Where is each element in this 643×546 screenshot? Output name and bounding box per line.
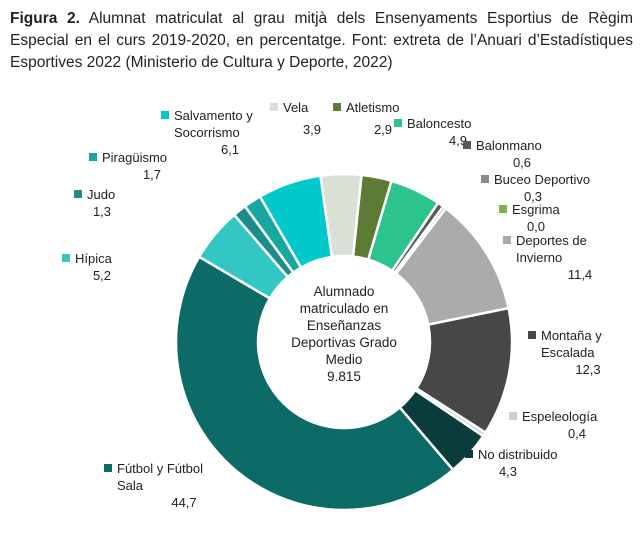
- slice-value-esgrima: 0,0: [527, 219, 545, 234]
- slice-value-judo: 1,3: [93, 204, 111, 219]
- slice-f-tbol-y-f-tbol-sala: [174, 255, 455, 512]
- slice-label-pirag-ismo: Piragüismo: [102, 150, 167, 165]
- figure-caption: Figura 2. Alumnat matriculat al grau mit…: [10, 8, 633, 74]
- legend-swatch-buceo-deportivo: [481, 175, 489, 183]
- legend-swatch-salvamento-y-socorrismo: [161, 111, 169, 119]
- caption-prefix: Figura 2.: [10, 10, 80, 27]
- slice-label-monta-a-y-escalada: Montaña y Escalada: [541, 328, 602, 360]
- slice-label-deportes-de-invierno: Deportes de Invierno: [516, 233, 587, 265]
- legend-swatch-vela: [270, 103, 278, 111]
- legend-swatch-h-pica: [62, 254, 70, 262]
- slice-value-f-tbol-y-f-tbol-sala: 44,7: [171, 495, 196, 510]
- slice-label-no-distribuido: No distribuido: [478, 447, 558, 462]
- legend-swatch-monta-a-y-escalada: [528, 331, 536, 339]
- legend-swatch-deportes-de-invierno: [503, 236, 511, 244]
- legend-swatch-atletismo: [333, 103, 341, 111]
- legend-swatch-pirag-ismo: [89, 153, 97, 161]
- slice-label-baloncesto: Baloncesto: [407, 116, 471, 131]
- center-label: Alumnado matriculado en Enseñanzas Deportiv…: [291, 284, 397, 384]
- slice-label-espeleolog-a: Espeleología: [522, 409, 598, 424]
- legend-swatch-no-distribuido: [465, 450, 473, 458]
- slice-value-vela: 3,9: [303, 122, 321, 137]
- slice-value-salvamento-y-socorrismo: 6,1: [221, 142, 239, 157]
- slice-label-buceo-deportivo: Buceo Deportivo: [494, 172, 590, 187]
- slice-value-h-pica: 5,2: [93, 268, 111, 283]
- slice-label-judo: Judo: [87, 187, 115, 202]
- slice-label-atletismo: Atletismo: [346, 100, 399, 115]
- slice-label-h-pica: Hípica: [75, 251, 113, 266]
- slice-value-balonmano: 0,6: [513, 155, 531, 170]
- donut-slices: [174, 172, 514, 512]
- slice-labels: Atletismo 2,9 Baloncesto 4,9 Balonmano 0,6 Buc…: [62, 100, 602, 510]
- slice-value-pirag-ismo: 1,7: [143, 167, 161, 182]
- slice-value-buceo-deportivo: 0,3: [524, 189, 542, 204]
- legend-swatch-baloncesto: [394, 119, 402, 127]
- slice-vela: [319, 172, 363, 259]
- legend-swatch-espeleolog-a: [509, 412, 517, 420]
- legend-swatch-esgrima: [499, 205, 507, 213]
- slice-value-atletismo: 2,9: [374, 122, 392, 137]
- legend-swatch-balonmano: [463, 141, 471, 149]
- slice-label-balonmano: Balonmano: [476, 138, 542, 153]
- legend-swatch-judo: [74, 190, 82, 198]
- slice-value-deportes-de-invierno: 11,4: [568, 267, 592, 282]
- legend-swatch-f-tbol-y-f-tbol-sala: [104, 464, 112, 472]
- slice-label-salvamento-y-socorrismo: Salvamento y Socorrismo: [174, 108, 253, 140]
- caption-text: Alumnat matriculat al grau mitjà dels En…: [10, 10, 633, 71]
- slice-value-monta-a-y-escalada: 12,3: [575, 362, 600, 377]
- slice-value-no-distribuido: 4,3: [499, 464, 517, 479]
- slice-value-baloncesto: 4,9: [449, 133, 467, 148]
- slice-value-espeleolog-a: 0,4: [568, 426, 586, 441]
- slice-label-esgrima: Esgrima: [512, 202, 560, 217]
- slice-label-f-tbol-y-f-tbol-sala: Fútbol y Fútbol Sala: [117, 461, 203, 493]
- slice-label-vela: Vela: [283, 100, 309, 115]
